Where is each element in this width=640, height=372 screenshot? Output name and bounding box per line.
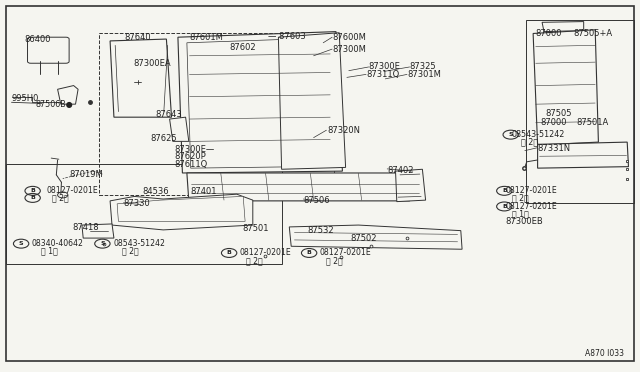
Text: 87505: 87505 — [545, 109, 572, 118]
Text: 87325: 87325 — [410, 62, 436, 71]
Text: 87418: 87418 — [72, 223, 99, 232]
Text: 995H0: 995H0 — [12, 94, 39, 103]
Text: 08543-51242: 08543-51242 — [113, 239, 165, 248]
Text: 87600M: 87600M — [332, 33, 366, 42]
Polygon shape — [82, 224, 114, 238]
Text: 87625: 87625 — [150, 134, 177, 143]
Text: S: S — [508, 132, 513, 137]
Text: 08543-51242: 08543-51242 — [512, 130, 565, 139]
Text: （ 2）: （ 2） — [122, 246, 139, 255]
Bar — [6, 164, 282, 264]
Polygon shape — [538, 142, 628, 168]
Polygon shape — [170, 117, 189, 141]
Text: — 87603: — 87603 — [268, 32, 305, 41]
Text: 08127-0201E: 08127-0201E — [506, 202, 557, 211]
Text: 87643: 87643 — [155, 110, 182, 119]
Text: B: B — [307, 250, 312, 256]
Polygon shape — [110, 39, 172, 117]
Text: （ 2）: （ 2） — [326, 256, 343, 265]
Text: 87331N: 87331N — [538, 144, 571, 153]
Text: 87501A: 87501A — [576, 118, 608, 126]
Text: 87640: 87640 — [125, 33, 152, 42]
Polygon shape — [278, 33, 346, 169]
Polygon shape — [533, 30, 598, 145]
Text: 87000: 87000 — [535, 29, 561, 38]
Text: 87300M: 87300M — [332, 45, 366, 54]
Text: 86400: 86400 — [24, 35, 51, 44]
Text: 87620P: 87620P — [174, 153, 206, 161]
Polygon shape — [396, 169, 426, 202]
Text: 87501: 87501 — [242, 224, 268, 233]
Polygon shape — [178, 32, 342, 173]
Text: 87300EA: 87300EA — [133, 59, 171, 68]
Text: 87320N: 87320N — [327, 126, 360, 135]
Text: B: B — [227, 250, 232, 256]
Text: B: B — [502, 204, 507, 209]
Text: 08340-40642: 08340-40642 — [32, 239, 84, 248]
Text: S: S — [19, 241, 24, 246]
Text: 08127-0201E: 08127-0201E — [506, 186, 557, 195]
Text: （ 2）: （ 2） — [512, 193, 529, 202]
Text: 87601M: 87601M — [189, 33, 223, 42]
Text: 08127-0201E: 08127-0201E — [240, 248, 292, 257]
Text: 87300E: 87300E — [368, 62, 400, 71]
Text: 87506: 87506 — [303, 196, 330, 205]
FancyBboxPatch shape — [28, 37, 69, 63]
Text: 87506B●: 87506B● — [35, 100, 73, 109]
Text: 87611Q: 87611Q — [174, 160, 207, 169]
Text: S: S — [100, 241, 105, 246]
Text: （ 1）: （ 1） — [41, 246, 58, 255]
Polygon shape — [289, 225, 462, 249]
Text: 84536: 84536 — [143, 187, 170, 196]
Text: 08127-0201E: 08127-0201E — [46, 186, 98, 195]
Text: （ 2）: （ 2） — [246, 256, 263, 265]
Polygon shape — [187, 38, 333, 168]
Text: B: B — [30, 188, 35, 193]
Polygon shape — [110, 194, 253, 230]
Text: 87502: 87502 — [351, 234, 377, 243]
Text: 08127-0201E: 08127-0201E — [320, 248, 372, 257]
Text: （ 2）: （ 2） — [52, 193, 69, 202]
Text: 87300EB: 87300EB — [506, 217, 543, 226]
Text: （ 2）: （ 2） — [521, 138, 538, 147]
Polygon shape — [542, 22, 584, 32]
Text: B: B — [502, 188, 507, 193]
Polygon shape — [117, 196, 245, 221]
Text: 87532: 87532 — [307, 226, 334, 235]
Text: 87019M: 87019M — [69, 170, 103, 179]
Text: 87301M: 87301M — [407, 70, 441, 79]
Text: A870 I033: A870 I033 — [585, 349, 624, 358]
Bar — [526, 20, 634, 203]
Bar — [99, 33, 334, 195]
Text: （ 1）: （ 1） — [512, 209, 529, 218]
Text: 87602: 87602 — [229, 43, 256, 52]
Text: B: B — [30, 195, 35, 201]
Text: 87330: 87330 — [124, 199, 150, 208]
Text: 87311Q: 87311Q — [366, 70, 399, 79]
Text: 87505+A: 87505+A — [573, 29, 612, 38]
Polygon shape — [187, 173, 422, 201]
Text: 87401: 87401 — [191, 187, 217, 196]
Text: 87402: 87402 — [387, 166, 413, 174]
Text: 87000: 87000 — [540, 118, 566, 126]
Text: 87300E—: 87300E— — [174, 145, 214, 154]
